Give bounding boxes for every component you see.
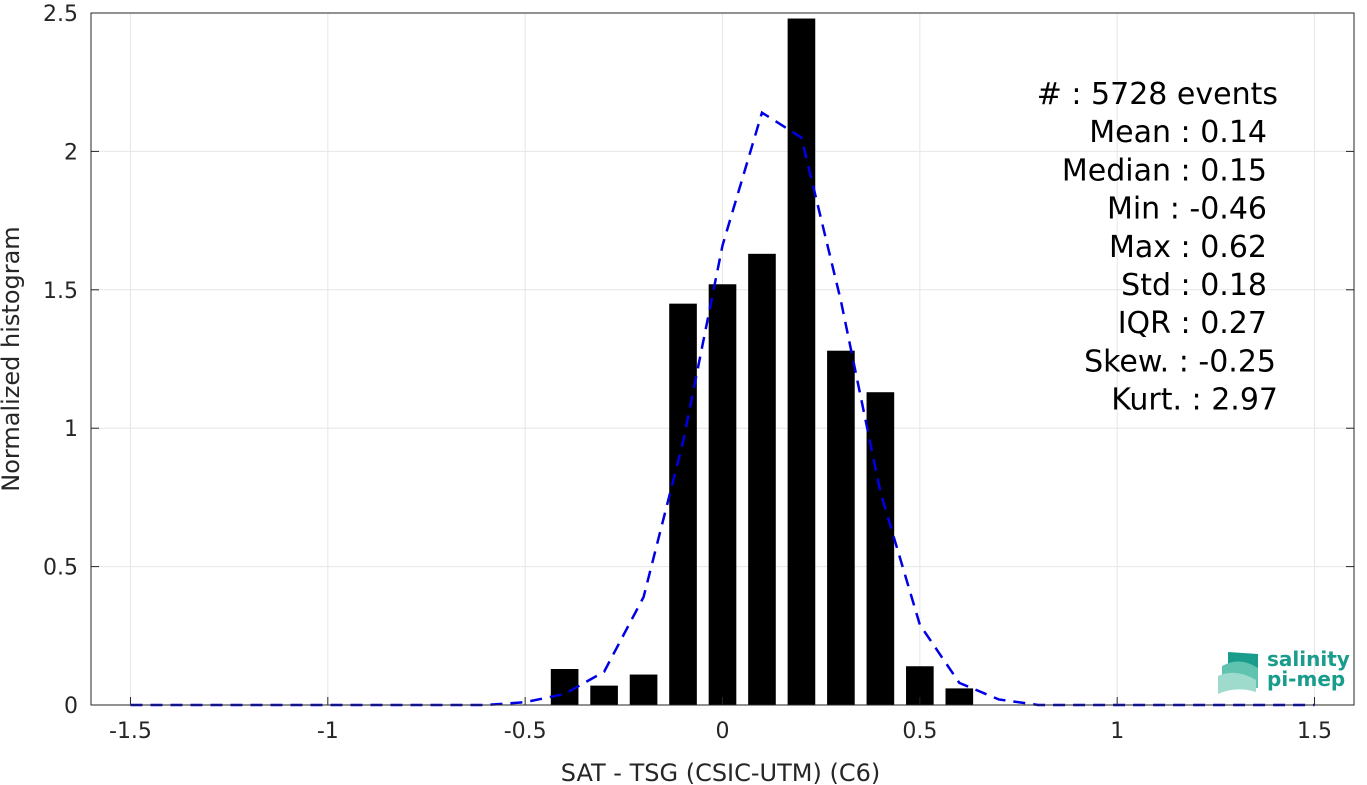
x-tick-label: -1.5 (109, 719, 152, 744)
histogram-bar (669, 303, 697, 705)
histogram-bars (550, 18, 974, 706)
stat-line: Mean : 0.14 (1089, 115, 1267, 150)
x-tick-label: -1 (317, 719, 339, 744)
x-tick-label: 0 (716, 719, 730, 744)
stat-line: Std : 0.18 (1121, 268, 1267, 303)
x-tick-label: 1 (1110, 719, 1124, 744)
histogram-bar (629, 674, 658, 705)
histogram-bar (787, 18, 816, 705)
stat-line: Max : 0.62 (1109, 230, 1267, 265)
histogram-bar (708, 284, 737, 705)
y-tick-label: 0.5 (43, 556, 78, 581)
histogram-bar (590, 685, 618, 705)
x-tick-label: -0.5 (504, 719, 547, 744)
stat-line: # : 5728 events (1037, 77, 1278, 112)
histogram-bar (827, 350, 855, 705)
x-axis-label: SAT - TSG (CSIC-UTM) (C6) (561, 759, 880, 785)
stat-line: Skew. : -0.25 (1084, 344, 1276, 379)
stat-line: Kurt. : 2.97 (1111, 383, 1278, 418)
stat-line: Min : -0.46 (1107, 192, 1267, 227)
salinity-pimep-logo: salinity pi-mep (1218, 647, 1350, 694)
histogram-bar (945, 688, 974, 705)
logo-text-salinity: salinity (1267, 647, 1350, 671)
x-tick-label: 0.5 (902, 719, 937, 744)
histogram-bar (550, 669, 579, 705)
y-tick-label: 1 (64, 417, 78, 442)
stat-line: Median : 0.15 (1062, 153, 1267, 188)
stat-line: IQR : 0.27 (1118, 306, 1267, 341)
x-axis-ticks: -1.5 -1 -0.5 0 0.5 1 1.5 (109, 697, 1332, 744)
logo-mark-icon (1218, 652, 1258, 694)
y-tick-label: 2 (64, 140, 78, 165)
y-tick-label: 1.5 (43, 279, 78, 304)
y-tick-label: 0 (64, 694, 78, 719)
logo-text-pimep: pi-mep (1267, 667, 1345, 691)
y-tick-label: 2.5 (43, 2, 78, 27)
x-tick-label: 1.5 (1297, 719, 1332, 744)
histogram-bar (748, 253, 776, 706)
y-axis-label: Normalized histogram (0, 226, 25, 491)
y-axis-ticks: 0 0.5 1 1.5 2 2.5 (43, 2, 1354, 719)
